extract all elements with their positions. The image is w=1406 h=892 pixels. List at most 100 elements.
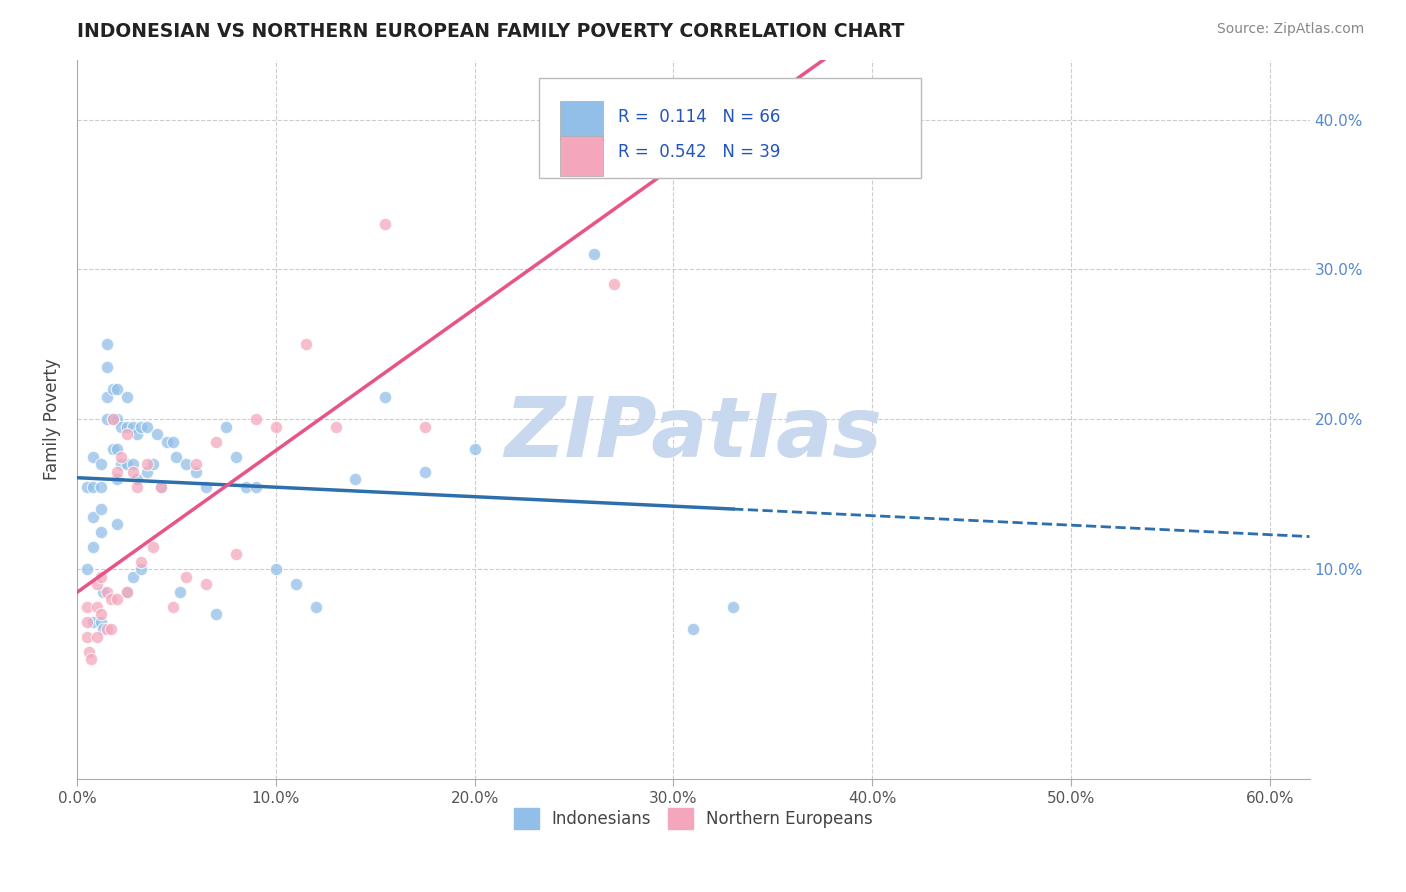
Point (344, 472, 367, 486)
Point (76, 480, 98, 494)
Point (135, 457, 157, 471)
Point (142, 457, 165, 471)
Point (91, 584, 114, 599)
Point (374, 218, 396, 232)
Point (186, 465, 208, 479)
Point (105, 412, 128, 426)
Point (294, 337, 316, 351)
Point (101, 382, 124, 396)
Point (149, 480, 172, 494)
Point (169, 584, 191, 599)
Point (90, 607, 112, 621)
Point (105, 442, 128, 457)
Point (82, 540, 104, 554)
Point (101, 412, 124, 426)
Point (166, 450, 188, 464)
Point (100, 592, 122, 607)
Y-axis label: Family Poverty: Family Poverty (44, 359, 60, 480)
Point (325, 419, 347, 434)
Point (115, 584, 138, 599)
Point (125, 480, 148, 494)
Point (82, 509, 104, 524)
Point (80, 652, 103, 666)
Point (603, 277, 626, 292)
Point (374, 390, 396, 404)
Point (96, 412, 118, 426)
Point (101, 442, 124, 457)
Point (129, 555, 152, 569)
Point (96, 584, 118, 599)
Point (413, 465, 436, 479)
Point (90, 457, 112, 471)
Point (90, 524, 112, 539)
Point (86, 599, 108, 614)
Point (115, 584, 138, 599)
Point (129, 419, 152, 434)
Point (76, 599, 98, 614)
Point (105, 465, 128, 479)
Point (86, 630, 108, 644)
Point (101, 412, 124, 426)
Point (235, 480, 257, 494)
Point (186, 457, 208, 471)
Point (82, 615, 104, 629)
Point (96, 337, 118, 351)
Point (121, 465, 143, 479)
Point (225, 547, 247, 561)
Point (110, 450, 132, 464)
Point (264, 562, 287, 576)
Point (205, 607, 228, 621)
Point (304, 599, 326, 614)
Text: Source: ZipAtlas.com: Source: ZipAtlas.com (1216, 22, 1364, 37)
FancyBboxPatch shape (540, 78, 921, 178)
Point (264, 419, 287, 434)
Point (105, 472, 128, 486)
Point (142, 540, 165, 554)
Point (96, 622, 118, 636)
Point (125, 427, 148, 442)
Text: ZIPatlas: ZIPatlas (505, 393, 882, 475)
Point (682, 622, 704, 636)
Point (105, 382, 128, 396)
Point (77, 644, 100, 658)
Point (205, 434, 228, 449)
Point (284, 577, 307, 591)
Point (105, 592, 128, 607)
Point (129, 562, 152, 576)
Point (149, 480, 172, 494)
Point (82, 480, 104, 494)
Point (245, 480, 267, 494)
Point (110, 419, 132, 434)
Point (195, 480, 218, 494)
Point (86, 577, 108, 591)
Point (115, 427, 138, 442)
Text: INDONESIAN VS NORTHERN EUROPEAN FAMILY POVERTY CORRELATION CHART: INDONESIAN VS NORTHERN EUROPEAN FAMILY P… (77, 22, 904, 41)
Point (96, 359, 118, 374)
Point (155, 434, 177, 449)
Point (90, 502, 112, 516)
Point (90, 480, 112, 494)
Text: R =  0.114   N = 66: R = 0.114 N = 66 (619, 108, 780, 126)
Point (135, 465, 157, 479)
Point (176, 457, 198, 471)
Point (105, 517, 128, 532)
Point (135, 419, 157, 434)
Point (162, 599, 184, 614)
Point (82, 450, 104, 464)
Point (176, 569, 198, 583)
FancyBboxPatch shape (560, 101, 603, 140)
Point (115, 390, 138, 404)
Point (90, 615, 112, 629)
Point (145, 427, 167, 442)
Point (125, 472, 148, 486)
Point (115, 457, 138, 471)
Point (121, 569, 143, 583)
Point (91, 622, 114, 636)
FancyBboxPatch shape (560, 136, 603, 176)
Point (76, 562, 98, 576)
Point (121, 419, 143, 434)
Point (195, 577, 218, 591)
Point (245, 412, 267, 426)
Legend: Indonesians, Northern Europeans: Indonesians, Northern Europeans (506, 802, 880, 835)
Point (110, 457, 132, 471)
